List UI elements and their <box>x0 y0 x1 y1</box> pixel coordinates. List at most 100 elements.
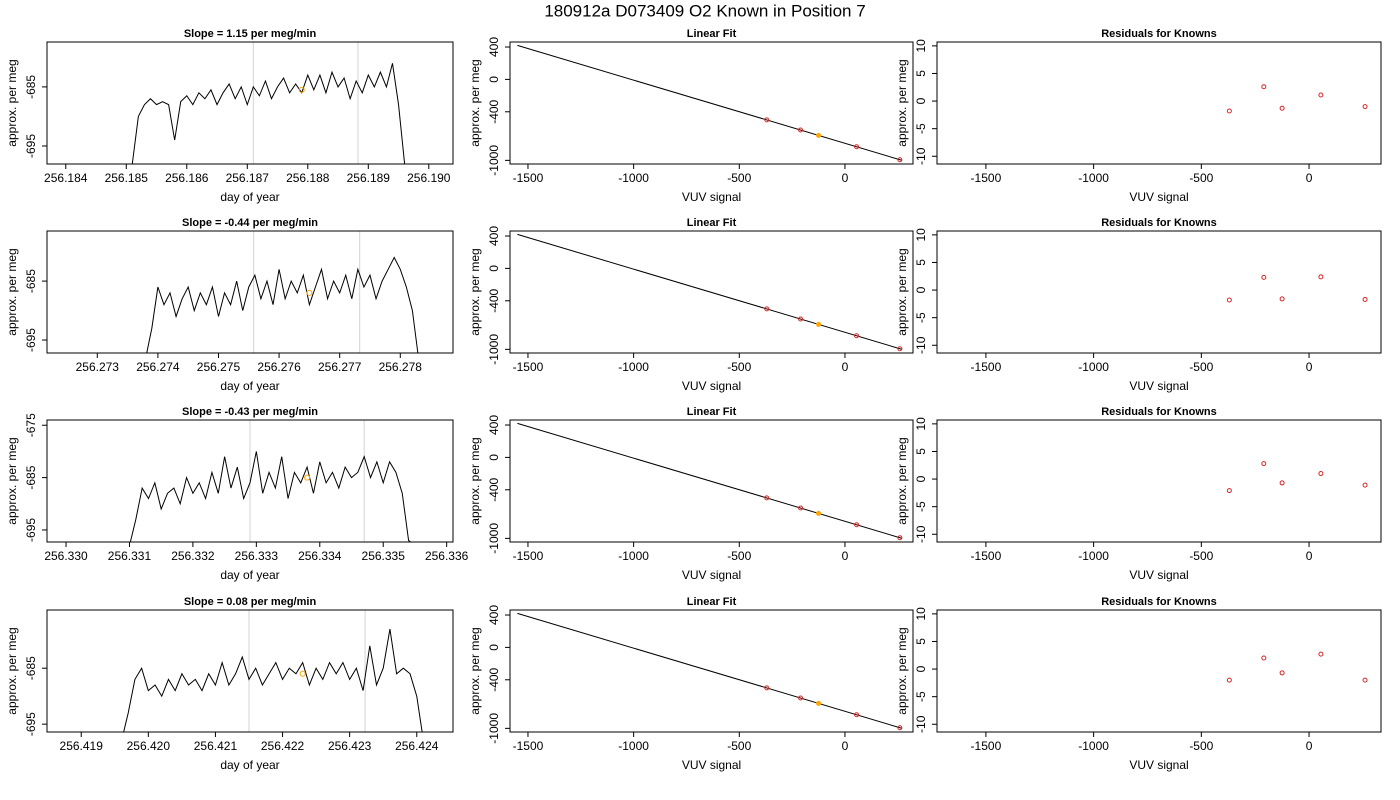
x-tick-label: -500 <box>1189 360 1213 374</box>
x-tick-label: -1500 <box>513 171 544 185</box>
y-tick-label: 400 <box>487 226 501 246</box>
x-tick-label: -1000 <box>1078 360 1109 374</box>
y-tick-label: 5 <box>914 448 928 455</box>
panel-title: Linear Fit <box>687 596 737 608</box>
data-point <box>1362 104 1368 110</box>
y-tick-label: -685 <box>24 465 38 489</box>
fit-line <box>517 422 903 539</box>
data-line <box>123 628 423 732</box>
x-tick-label: 0 <box>1306 739 1313 753</box>
data-point <box>1226 108 1232 114</box>
highlight-point <box>304 474 311 481</box>
data-line <box>131 63 406 164</box>
plot-frame <box>936 230 1382 354</box>
plot-area <box>129 420 412 542</box>
x-tick-label: 256.187 <box>226 171 270 185</box>
data-point <box>854 522 860 528</box>
x-tick-label: 256.184 <box>44 171 88 185</box>
plot-area <box>146 231 419 353</box>
x-tick-label: -1000 <box>618 739 649 753</box>
y-tick-label: -1000 <box>487 334 501 365</box>
x-tick-label: 256.333 <box>235 549 279 563</box>
plot-frame <box>936 419 1382 543</box>
fit-line <box>517 612 903 729</box>
x-tick-label: 0 <box>1306 171 1313 185</box>
x-axis-label: day of year <box>220 190 279 204</box>
data-point <box>1362 677 1368 683</box>
y-tick-label: -685 <box>24 656 38 680</box>
x-tick-label: 256.334 <box>298 549 342 563</box>
y-tick-label: -5 <box>914 691 928 702</box>
data-line <box>146 256 419 353</box>
y-tick-label: -400 <box>487 99 501 123</box>
y-tick-label: -1000 <box>487 145 501 176</box>
x-tick-label: -1000 <box>618 549 649 563</box>
x-axis-label: VUV signal <box>682 758 741 772</box>
x-tick-label: 256.419 <box>60 739 104 753</box>
data-point <box>1362 296 1368 302</box>
y-tick-label: -685 <box>24 75 38 99</box>
panel-title: Residuals for Knowns <box>1101 28 1217 40</box>
x-tick-label: -1000 <box>618 171 649 185</box>
highlight-point <box>298 86 305 93</box>
x-tick-label: 0 <box>1306 360 1313 374</box>
y-tick-label: -10 <box>914 715 928 733</box>
data-point <box>816 132 822 138</box>
data-point <box>854 144 860 150</box>
y-axis-label: approx. per meg <box>5 248 19 335</box>
x-tick-label: -1500 <box>513 360 544 374</box>
y-tick-label: 10 <box>914 607 928 621</box>
x-tick-label: -1000 <box>1078 171 1109 185</box>
y-tick-label: -695 <box>24 328 38 352</box>
data-point <box>816 321 822 327</box>
y-tick-label: 400 <box>487 37 501 57</box>
plot-area <box>1226 84 1368 114</box>
y-tick-label: -400 <box>487 288 501 312</box>
y-axis-label: approx. per meg <box>895 627 909 714</box>
x-tick-label: -1000 <box>1078 549 1109 563</box>
x-tick-label: 256.188 <box>286 171 330 185</box>
plot-area <box>1226 651 1368 683</box>
data-point <box>854 712 860 718</box>
y-tick-label: 10 <box>914 228 928 242</box>
data-point <box>1226 297 1232 303</box>
x-tick-label: 0 <box>842 360 849 374</box>
plot-frame <box>46 419 454 543</box>
x-tick-label: -1500 <box>971 549 1002 563</box>
plot-area <box>1226 461 1368 494</box>
x-axis-label: day of year <box>220 379 279 393</box>
x-tick-label: -1500 <box>513 739 544 753</box>
x-tick-label: -1000 <box>618 360 649 374</box>
plot-frame <box>509 230 914 354</box>
y-tick-label: -10 <box>914 525 928 543</box>
y-tick-label: 5 <box>914 638 928 645</box>
x-tick-label: 0 <box>842 739 849 753</box>
y-tick-label: -400 <box>487 477 501 501</box>
y-tick-label: -695 <box>24 518 38 542</box>
y-tick-label: 0 <box>487 454 501 461</box>
x-tick-label: -500 <box>1189 171 1213 185</box>
highlight-point <box>306 289 313 296</box>
panel-title: Slope = -0.44 per meg/min <box>182 217 318 229</box>
y-tick-label: 0 <box>914 665 928 672</box>
panel-title: Slope = 1.15 per meg/min <box>184 28 317 40</box>
data-point <box>1226 677 1232 683</box>
y-tick-label: -10 <box>914 336 928 354</box>
data-point <box>897 725 903 731</box>
data-point <box>1261 461 1267 467</box>
x-tick-label: 256.332 <box>171 549 215 563</box>
data-point <box>1362 482 1368 488</box>
data-point <box>1261 84 1267 90</box>
y-tick-label: 0 <box>914 97 928 104</box>
panel-title: Linear Fit <box>687 217 737 229</box>
y-axis-label: approx. per meg <box>5 437 19 524</box>
data-point <box>1226 488 1232 494</box>
y-axis-label: approx. per meg <box>468 627 482 714</box>
plot-area <box>517 44 903 163</box>
plot-frame <box>46 41 454 165</box>
y-tick-label: 0 <box>487 644 501 651</box>
x-tick-label: 256.189 <box>347 171 391 185</box>
y-tick-label: -400 <box>487 667 501 691</box>
x-tick-label: 256.273 <box>76 360 120 374</box>
